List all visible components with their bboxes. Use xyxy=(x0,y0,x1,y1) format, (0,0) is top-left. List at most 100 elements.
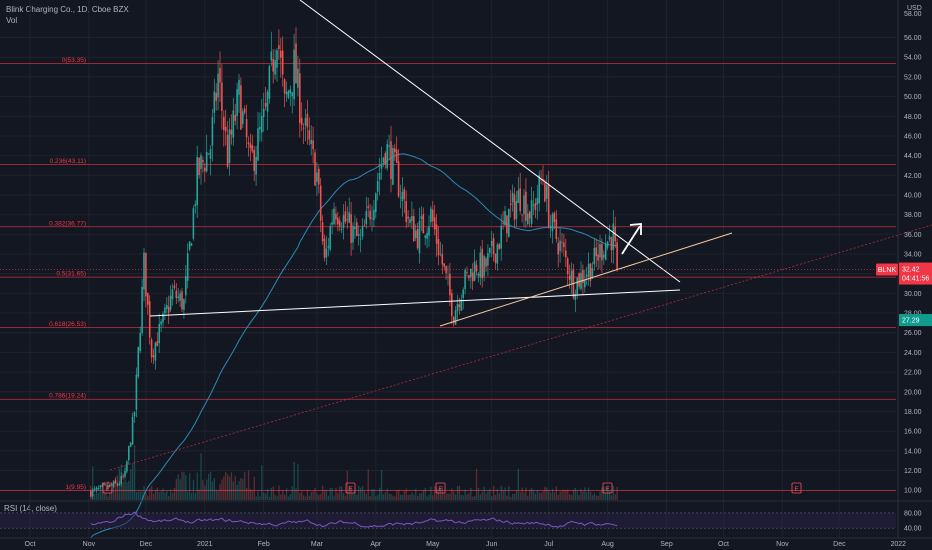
volume-bar xyxy=(145,492,147,500)
candle-body xyxy=(547,184,550,227)
candle-body xyxy=(416,229,419,249)
volume-bar xyxy=(185,475,187,500)
volume-bar xyxy=(519,492,521,500)
volume-bar xyxy=(113,486,115,500)
candle-body xyxy=(413,216,415,242)
volume-bar xyxy=(527,495,529,500)
candle-body xyxy=(384,153,387,165)
candle-body xyxy=(137,346,140,377)
candle-body xyxy=(283,79,286,94)
price-tick-label: 20.00 xyxy=(904,389,922,396)
candle-body xyxy=(471,272,474,282)
candle-body xyxy=(452,316,455,324)
volume-bar xyxy=(156,487,158,500)
price-badges: E E E E E BLNK 32.42 04:41:56 27.29 xyxy=(0,262,932,494)
volume-bar xyxy=(109,492,111,500)
candle-body xyxy=(333,208,335,224)
volume-bar xyxy=(466,494,468,500)
candle-body xyxy=(411,215,413,222)
volume-bar xyxy=(162,488,164,500)
volume-bar xyxy=(430,486,432,500)
volume-bar xyxy=(268,496,271,500)
candle-body xyxy=(194,204,197,207)
volume-bar xyxy=(242,479,244,500)
volume-bar xyxy=(284,494,286,500)
candle-body xyxy=(589,263,592,281)
candle-body xyxy=(523,195,525,215)
candle-body xyxy=(148,301,151,338)
volume-bar xyxy=(512,494,514,500)
volume-bar xyxy=(99,487,101,500)
candle-body xyxy=(359,238,362,240)
candle-body xyxy=(403,189,406,200)
volume-bar xyxy=(325,489,328,500)
candle-body xyxy=(122,475,124,477)
volume-bar xyxy=(147,495,149,500)
candle-body xyxy=(475,264,478,272)
candle-body xyxy=(566,258,569,275)
earnings-marker xyxy=(345,482,356,494)
volume-bar xyxy=(460,494,462,500)
volume-bar xyxy=(141,491,143,500)
volume-bar xyxy=(253,476,255,500)
time-tick-label: Mar xyxy=(311,541,324,548)
volume-bar xyxy=(597,495,599,500)
volume-bar xyxy=(238,480,240,500)
volume-bar xyxy=(291,486,293,500)
candle-body xyxy=(289,89,292,94)
volume-bar xyxy=(327,495,329,500)
candle-body xyxy=(610,237,613,251)
candle-body xyxy=(354,226,356,230)
candle-body xyxy=(473,261,476,281)
volume-bar xyxy=(591,495,594,500)
volume-bar xyxy=(392,495,394,500)
volume-bar xyxy=(510,496,512,500)
volume-bar xyxy=(401,495,404,500)
volume-bar xyxy=(456,486,459,500)
earnings-marker xyxy=(602,482,613,494)
price-tick-label: 22.00 xyxy=(904,370,922,377)
volume-bar xyxy=(605,492,607,500)
candle-body xyxy=(281,50,284,75)
candle-body xyxy=(380,163,383,169)
volume-bar xyxy=(536,490,538,500)
volume-bar xyxy=(531,487,533,500)
volume-bar xyxy=(382,494,385,500)
candle-body xyxy=(291,92,293,97)
volume-bar xyxy=(415,488,417,500)
volume-bar xyxy=(411,492,413,500)
volume-bar xyxy=(502,489,504,500)
volume-bar xyxy=(540,492,542,500)
candle-body xyxy=(489,247,491,253)
trendlines xyxy=(109,0,932,471)
candle-body xyxy=(255,156,257,175)
candle-body xyxy=(481,248,483,279)
price-tick-label: 12.00 xyxy=(904,468,922,475)
candle-body xyxy=(223,116,225,131)
candle-body xyxy=(386,144,388,169)
candle-body xyxy=(272,58,274,72)
candle-body xyxy=(485,258,487,267)
candle-body xyxy=(528,211,531,219)
volume-bar xyxy=(386,488,388,500)
volume-bar xyxy=(542,491,544,500)
earnings-marker-label: E xyxy=(605,486,610,493)
ma-badge-value: 27.29 xyxy=(902,318,920,325)
candle-body xyxy=(135,374,138,410)
candles xyxy=(90,27,618,500)
candle-body xyxy=(230,129,233,135)
candle-body xyxy=(492,238,495,255)
candle-body xyxy=(490,240,493,247)
candle-body xyxy=(559,240,561,252)
volume-bar xyxy=(584,487,586,500)
candle-body xyxy=(243,108,246,113)
candle-body xyxy=(606,241,609,248)
candle-body xyxy=(251,145,254,152)
candle-body xyxy=(213,91,216,113)
candle-body xyxy=(357,234,360,236)
time-tick-label: Jun xyxy=(486,541,497,548)
candle-body xyxy=(150,339,153,358)
volume-bar xyxy=(154,489,157,500)
candle-body xyxy=(496,244,499,264)
